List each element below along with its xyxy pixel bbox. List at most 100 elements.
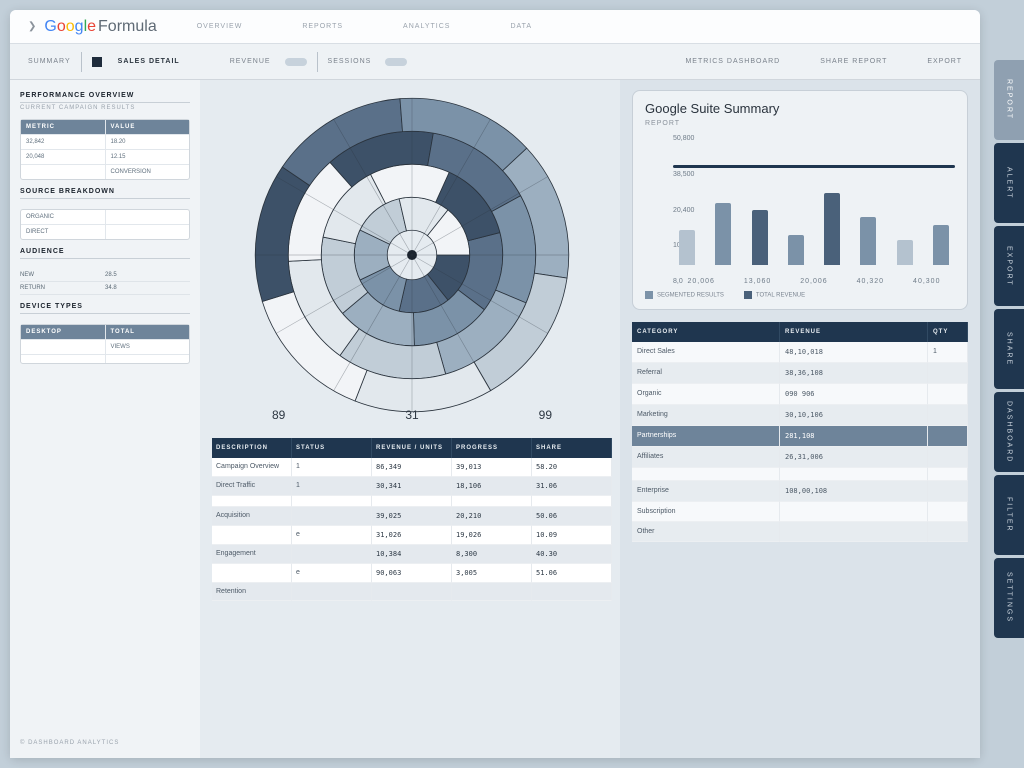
td bbox=[106, 225, 190, 239]
xtick: 40,320 bbox=[857, 278, 884, 285]
td: DIRECT bbox=[21, 225, 106, 239]
side-tab[interactable]: EXPORT bbox=[994, 226, 1024, 306]
table-row[interactable]: Campaign Overview186,34939,01358.20 bbox=[212, 458, 612, 477]
toggle-icon[interactable] bbox=[285, 58, 307, 66]
td: Other bbox=[632, 522, 780, 542]
td: e bbox=[292, 564, 372, 583]
table-row[interactable]: Acquisition39,02520,21050.06 bbox=[212, 507, 612, 526]
table-row[interactable]: Engagement10,3848,30040.30 bbox=[212, 545, 612, 564]
td: 18,106 bbox=[452, 477, 532, 496]
header-tab[interactable]: DATA bbox=[510, 23, 532, 30]
td bbox=[928, 363, 968, 384]
td bbox=[928, 468, 968, 481]
left-sidebar: PERFORMANCE OVERVIEW CURRENT CAMPAIGN RE… bbox=[10, 80, 200, 758]
topbar-item[interactable]: REVENUE bbox=[230, 58, 271, 65]
td bbox=[372, 583, 452, 601]
mini-table: METRICVALUE 32,84218.20 20,04812.15 CONV… bbox=[20, 119, 190, 180]
topbar-item[interactable]: SESSIONS bbox=[328, 58, 372, 65]
table-row[interactable]: e31,02619,02610.09 bbox=[212, 526, 612, 545]
th[interactable]: STATUS bbox=[292, 438, 372, 458]
table-body: Direct Sales48,10,0181Referral38,36,108O… bbox=[632, 342, 968, 542]
topbar-right[interactable]: EXPORT bbox=[927, 58, 962, 65]
table-row[interactable]: Partnerships281,108 bbox=[632, 426, 968, 447]
side-tab[interactable]: ALERT bbox=[994, 143, 1024, 223]
side-tab[interactable]: DASHBOARD bbox=[994, 392, 1024, 472]
td bbox=[21, 165, 106, 179]
side-tab[interactable]: FILTER bbox=[994, 475, 1024, 555]
table-header: CATEGORY REVENUE QTY bbox=[632, 322, 968, 342]
table-row[interactable]: Enterprise108,00,108 bbox=[632, 481, 968, 502]
bar bbox=[933, 225, 949, 265]
mini-table: DESKTOPTOTAL VIEWS bbox=[20, 324, 190, 364]
header-tab[interactable]: ANALYTICS bbox=[403, 23, 450, 30]
td: 40.30 bbox=[532, 545, 612, 564]
topbar-right[interactable]: SHARE REPORT bbox=[820, 58, 887, 65]
label: RETURN bbox=[20, 285, 105, 291]
xtick: 13,060 bbox=[744, 278, 771, 285]
table-row[interactable]: e90,0633,00551.06 bbox=[212, 564, 612, 583]
side-tab[interactable]: SHARE bbox=[994, 309, 1024, 389]
td: 86,349 bbox=[372, 458, 452, 477]
th[interactable]: SHARE bbox=[532, 438, 612, 458]
table-row[interactable]: Affiliates26,31,006 bbox=[632, 447, 968, 468]
td: 19,026 bbox=[452, 526, 532, 545]
mini-list: NEW28.5 RETURN34.8 bbox=[20, 269, 190, 295]
table-row[interactable]: Subscription bbox=[632, 502, 968, 522]
section-sub: CURRENT CAMPAIGN RESULTS bbox=[20, 105, 190, 111]
table-row[interactable] bbox=[632, 468, 968, 481]
topbar-item[interactable]: SALES DETAIL bbox=[118, 58, 180, 65]
topbar-right[interactable]: METRICS DASHBOARD bbox=[685, 58, 780, 65]
th[interactable]: PROGRESS bbox=[452, 438, 532, 458]
legend-label: SEGMENTED RESULTS bbox=[657, 293, 724, 299]
legend-item: TOTAL REVENUE bbox=[744, 291, 805, 299]
table-row[interactable] bbox=[212, 496, 612, 507]
card-title: Google Suite Summary bbox=[645, 101, 955, 116]
th[interactable]: REVENUE / UNITS bbox=[372, 438, 452, 458]
label: NEW bbox=[20, 272, 105, 278]
toggle-icon[interactable] bbox=[385, 58, 407, 66]
td bbox=[292, 507, 372, 526]
right-table: CATEGORY REVENUE QTY Direct Sales48,10,0… bbox=[632, 322, 968, 542]
back-icon[interactable]: ❯ bbox=[28, 21, 36, 32]
td: 20,048 bbox=[21, 150, 106, 164]
legend: SEGMENTED RESULTS TOTAL REVENUE bbox=[645, 291, 955, 299]
td: 108,00,108 bbox=[780, 481, 928, 502]
table-row[interactable]: Marketing30,10,106 bbox=[632, 405, 968, 426]
logo[interactable]: GoogleFormula bbox=[44, 18, 156, 36]
header-tab[interactable]: OVERVIEW bbox=[197, 23, 243, 30]
th[interactable]: CATEGORY bbox=[632, 322, 780, 342]
table-row[interactable]: Other bbox=[632, 522, 968, 542]
td: 50.06 bbox=[532, 507, 612, 526]
td: 26,31,006 bbox=[780, 447, 928, 468]
td: 18.20 bbox=[106, 135, 190, 149]
side-tab[interactable]: REPORT bbox=[994, 60, 1024, 140]
td: 38,36,108 bbox=[780, 363, 928, 384]
header-tab[interactable]: REPORTS bbox=[302, 23, 343, 30]
td: 090 906 bbox=[780, 384, 928, 405]
td: Referral bbox=[632, 363, 780, 384]
td bbox=[21, 355, 106, 363]
th: METRIC bbox=[21, 120, 106, 134]
table-row[interactable]: Referral38,36,108 bbox=[632, 363, 968, 384]
th[interactable]: QTY bbox=[928, 322, 968, 342]
side-tab[interactable]: SETTINGS bbox=[994, 558, 1024, 638]
center-panel: 89 31 99 DESCRIPTION STATUS REVENUE / UN… bbox=[200, 80, 620, 758]
td: 48,10,018 bbox=[780, 342, 928, 363]
axis-num: 89 bbox=[272, 408, 285, 422]
table-row[interactable]: Direct Traffic130,34118,10631.06 bbox=[212, 477, 612, 496]
section-heading: DEVICE TYPES bbox=[20, 303, 190, 314]
th[interactable]: DESCRIPTION bbox=[212, 438, 292, 458]
td bbox=[532, 583, 612, 601]
table-row[interactable]: Retention bbox=[212, 583, 612, 601]
topbar-item[interactable]: SUMMARY bbox=[28, 58, 71, 65]
th: VALUE bbox=[106, 120, 190, 134]
side-tabs: REPORT ALERT EXPORT SHARE DASHBOARD FILT… bbox=[994, 60, 1024, 638]
td: 32,842 bbox=[21, 135, 106, 149]
td bbox=[532, 496, 612, 507]
td: 281,108 bbox=[780, 426, 928, 447]
th[interactable]: REVENUE bbox=[780, 322, 928, 342]
td: Affiliates bbox=[632, 447, 780, 468]
td: 20,210 bbox=[452, 507, 532, 526]
table-row[interactable]: Direct Sales48,10,0181 bbox=[632, 342, 968, 363]
table-row[interactable]: Organic090 906 bbox=[632, 384, 968, 405]
